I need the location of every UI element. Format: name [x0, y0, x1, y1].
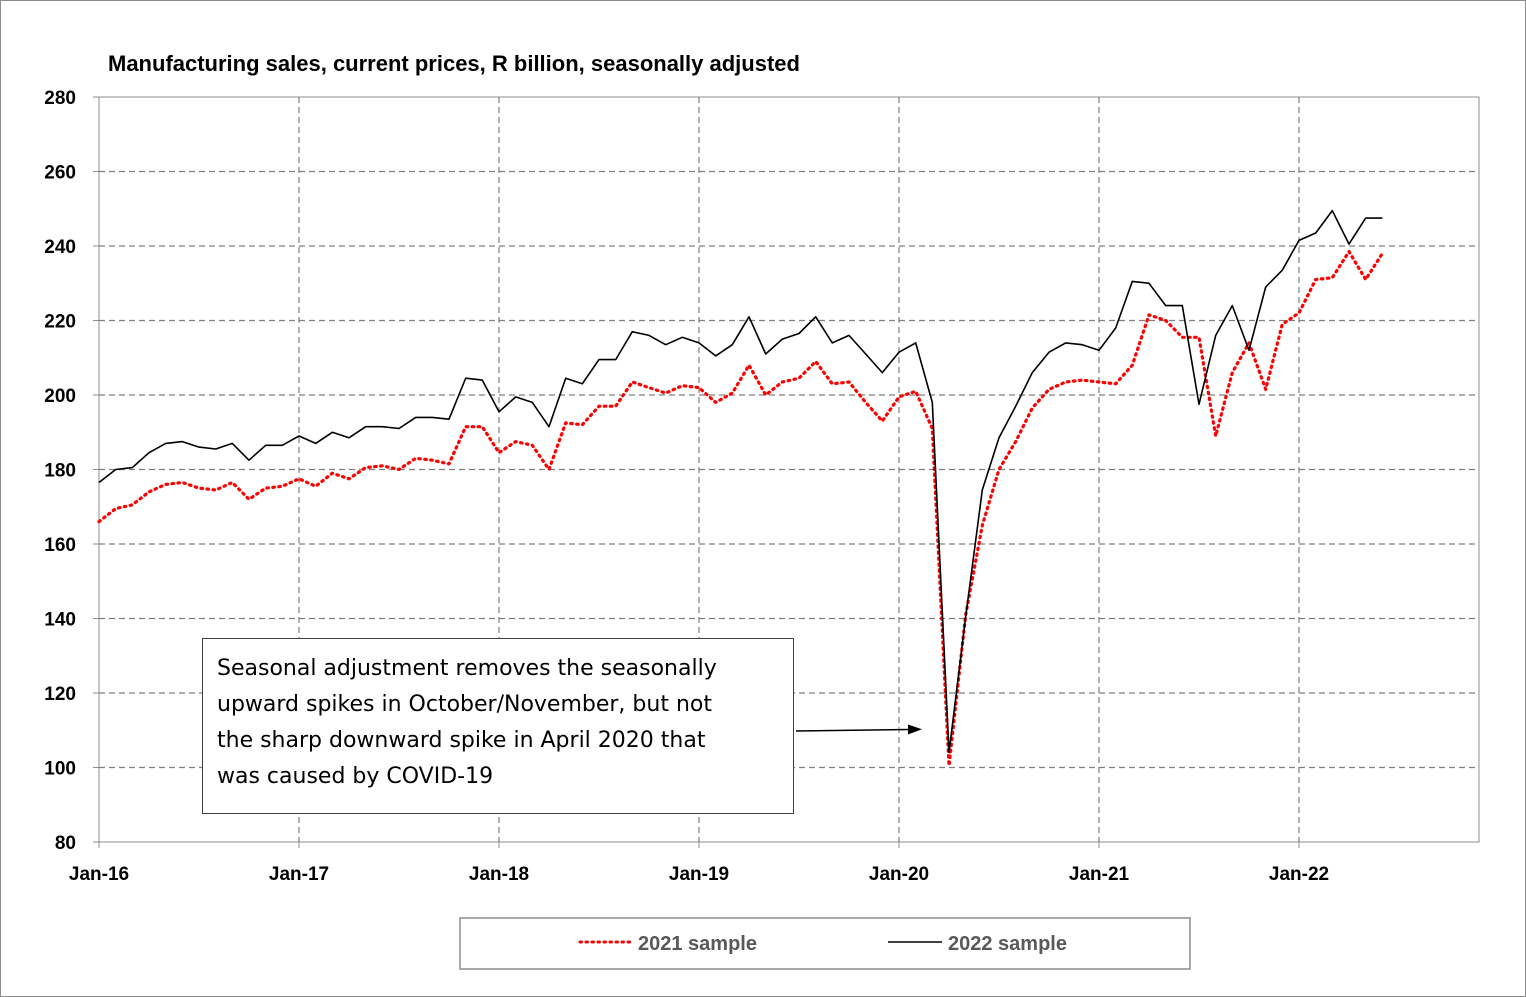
annotation-line: Seasonal adjustment removes the seasonal… [217, 656, 717, 681]
x-tick-label: Jan-16 [69, 864, 129, 885]
y-tick-label: 160 [44, 535, 76, 556]
y-tick-label: 100 [44, 759, 76, 780]
x-tick-label: Jan-22 [1269, 864, 1329, 885]
annotation-arrow [795, 728, 911, 732]
series-line-2021-sample [97, 250, 1384, 768]
x-tick-label: Jan-18 [469, 864, 529, 885]
x-tick-label: Jan-20 [869, 864, 929, 885]
legend-label-2022: 2022 sample [948, 933, 1067, 955]
y-tick-label: 220 [44, 312, 76, 333]
annotation-arrowhead [908, 724, 922, 735]
y-tick-label: 120 [44, 684, 76, 705]
x-tick-label: Jan-19 [669, 864, 729, 885]
x-tick-label: Jan-17 [269, 864, 329, 885]
y-tick-label: 180 [44, 461, 76, 482]
annotation-box: Seasonal adjustment removes the seasonal… [202, 638, 794, 814]
annotation-line: the sharp downward spike in April 2020 t… [217, 728, 706, 753]
x-axis: Jan-16 Jan-17 Jan-18 Jan-19 Jan-20 Jan-21 Jan-… [69, 842, 1329, 885]
legend [459, 917, 1191, 970]
y-tick-label: 280 [44, 88, 76, 109]
legend-label-2021: 2021 sample [638, 933, 757, 955]
annotation-line: upward spikes in October/November, but n… [217, 692, 712, 717]
series-line-2022-sample [98, 209, 1383, 754]
y-tick-label: 260 [44, 163, 76, 184]
chart-title: Manufacturing sales, current prices, R b… [108, 51, 800, 76]
series-layer [97, 209, 1384, 768]
y-axis: 80 100 120 140 160 180 200 220 240 260 280 [44, 88, 99, 854]
annotation-line: was caused by COVID-19 [217, 764, 494, 789]
y-tick-label: 240 [44, 237, 76, 258]
annotation-text: Seasonal adjustment removes the seasonal… [217, 651, 779, 795]
x-tick-label: Jan-21 [1069, 864, 1130, 885]
y-tick-label: 140 [44, 610, 76, 631]
y-tick-label: 80 [55, 833, 76, 854]
y-tick-label: 200 [44, 386, 76, 407]
